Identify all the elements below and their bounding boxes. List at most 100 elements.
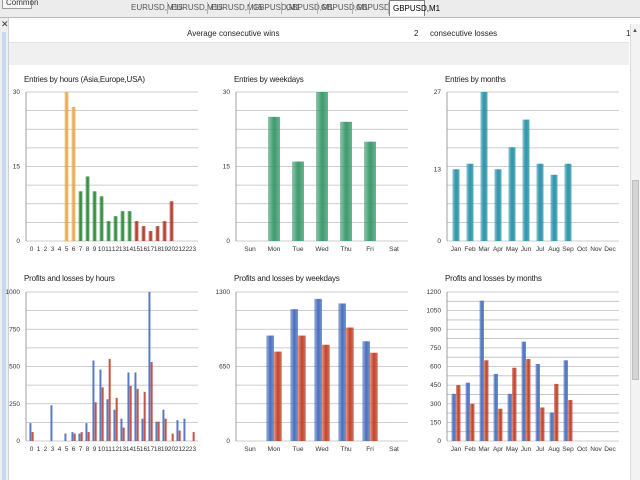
profit-bar: [290, 309, 298, 441]
y-tick-label: 0: [226, 238, 230, 245]
entry-bar: [340, 121, 352, 241]
x-tick-label: 9: [93, 446, 97, 453]
profit-bar: [50, 405, 53, 441]
x-tick-label: 20: [168, 446, 176, 453]
x-tick-label: 10: [98, 246, 106, 253]
scroll-up-icon[interactable]: ▲: [632, 28, 638, 34]
chart-title: Entries by months: [445, 75, 506, 84]
entry-bar: [71, 106, 76, 242]
tab-symbol[interactable]: EURUSD,M15: [131, 3, 183, 12]
chart-svg: 0 13 27 Jan Feb Mar Apr May Jun Jul Aug Sep Oct Nov De…: [434, 89, 619, 253]
profit-bar: [162, 409, 165, 441]
loss-bar: [298, 335, 306, 441]
x-tick-label: Feb: [464, 446, 476, 453]
tab-separator: [352, 2, 353, 14]
x-tick-label: Nov: [590, 446, 602, 453]
x-tick-label: 3: [51, 446, 55, 453]
chart-svg: 0 15 30 Sun Mon Tue Wed Thu Fri Sat: [223, 89, 408, 253]
loss-bar: [470, 403, 475, 441]
section-separator: [9, 43, 629, 65]
consecutive-losses-label: consecutive losses: [430, 29, 498, 38]
tab-symbol[interactable]: GBPUSD,M1: [321, 3, 369, 12]
x-tick-label: Jul: [536, 246, 545, 253]
x-tick-label: 21: [175, 246, 183, 253]
tab-separator: [249, 2, 250, 14]
chart-svg: 0 650 1300 Sun Mon Tue Wed Thu Fri Sat: [216, 289, 408, 453]
x-tick-label: Fri: [366, 246, 374, 253]
loss-bar: [101, 387, 104, 441]
x-tick-label: 18: [154, 246, 162, 253]
profit-bar: [507, 393, 512, 441]
tab-separator: [207, 2, 208, 14]
y-tick-label: 30: [13, 89, 21, 96]
tab-symbol[interactable]: GBPUSD,M1: [389, 0, 440, 16]
tab-symbol[interactable]: EURUSD,M15: [171, 3, 223, 12]
x-tick-label: Aug: [548, 246, 560, 253]
profit-bar: [535, 364, 540, 441]
x-tick-label: 11: [105, 246, 112, 253]
chart-title: Profits and losses by hours: [24, 274, 115, 283]
loss-bar: [484, 360, 489, 441]
profit-bar: [85, 423, 88, 441]
chart-title: Profits and losses by weekdays: [234, 274, 340, 283]
y-tick-label: 1300: [216, 289, 231, 296]
tab-symbol[interactable]: GBPUSD,M1: [253, 3, 301, 12]
consecutive-wins-value: 2: [414, 29, 419, 38]
chart-svg: 0 150 300 450 600 750 900 1050 1200 Jan Feb Mar Apr M…: [427, 289, 619, 453]
profit-bar: [127, 372, 130, 441]
tab-separator: [317, 2, 318, 14]
x-tick-label: Thu: [340, 446, 352, 453]
loss-bar: [322, 344, 330, 441]
tab-symbol[interactable]: EURUSD,M15: [211, 3, 263, 12]
entry-bar: [564, 163, 572, 241]
loss-bar: [456, 385, 461, 441]
y-tick-label: 0: [437, 238, 441, 245]
entry-bar: [316, 92, 328, 241]
consecutive-stats-row: Average consecutive wins 2 consecutive l…: [9, 24, 630, 43]
entry-bar: [522, 119, 530, 241]
x-tick-label: 15: [133, 246, 141, 253]
profit-bar: [563, 360, 568, 441]
y-tick-label: 750: [430, 345, 441, 352]
entry-bar: [466, 163, 474, 241]
x-tick-label: 0: [30, 446, 34, 453]
x-tick-label: Jan: [451, 446, 462, 453]
y-tick-label: 250: [9, 401, 20, 408]
loss-bar: [31, 432, 34, 441]
loss-bar: [178, 430, 181, 441]
x-tick-label: 10: [98, 446, 106, 453]
x-tick-label: 8: [86, 446, 90, 453]
x-tick-label: Sun: [244, 446, 256, 453]
y-tick-label: 0: [16, 238, 20, 245]
entry-bar: [106, 221, 111, 241]
entry-bar: [113, 216, 118, 241]
profit-bar: [479, 300, 484, 441]
y-tick-label: 0: [437, 438, 441, 445]
loss-bar: [498, 408, 503, 441]
scrollbar-thumb[interactable]: [632, 180, 639, 380]
y-tick-label: 300: [430, 401, 441, 408]
x-tick-label: 13: [119, 446, 127, 453]
loss-bar: [512, 367, 517, 441]
x-tick-label: May: [506, 246, 519, 253]
close-icon[interactable]: ✕: [1, 19, 9, 29]
x-tick-label: Oct: [577, 246, 587, 253]
loss-bar: [122, 427, 125, 441]
x-tick-label: Sep: [562, 246, 574, 253]
entry-bar: [162, 221, 167, 241]
tab-symbol[interactable]: GBPUSD,M1: [286, 3, 334, 12]
x-tick-label: Mar: [478, 446, 490, 453]
x-tick-label: Apr: [493, 446, 504, 453]
loss-bar: [94, 402, 97, 441]
x-tick-label: Tue: [293, 446, 304, 453]
tab-common[interactable]: Common: [2, 0, 38, 9]
x-tick-label: Mon: [268, 246, 281, 253]
loss-bar: [150, 362, 153, 441]
entry-bar: [141, 226, 146, 241]
y-tick-label: 0: [226, 438, 230, 445]
tab-separator: [388, 2, 389, 14]
tab-symbol[interactable]: GBPUSD,M1: [356, 3, 404, 12]
x-tick-label: 20: [168, 246, 176, 253]
profit-bar: [64, 433, 67, 441]
